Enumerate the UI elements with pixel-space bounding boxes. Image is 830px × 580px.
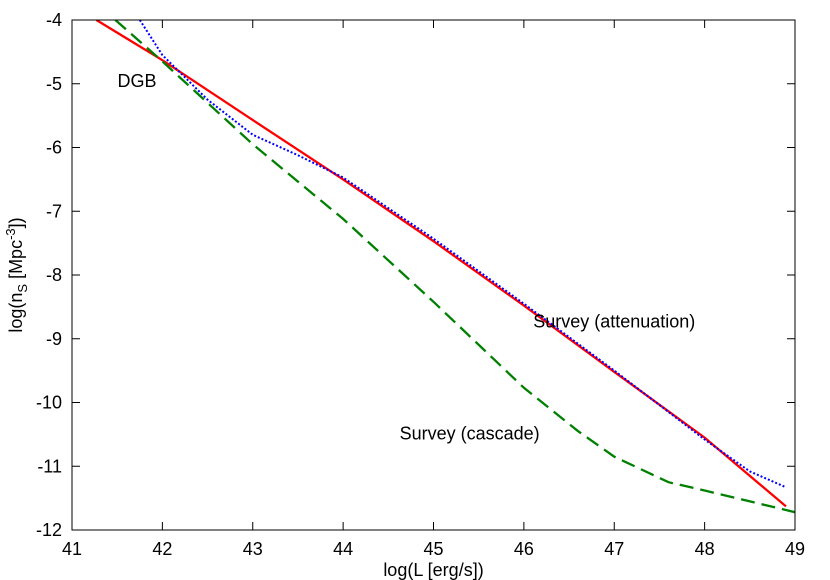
y-axis-label-post: ]) <box>6 217 26 228</box>
y-tick-label: -6 <box>46 138 62 158</box>
y-axis-label-pre: log(n <box>6 293 26 333</box>
y-tick-label: -7 <box>46 201 62 221</box>
y-axis-label-sub: S <box>15 284 30 293</box>
y-tick-label: -8 <box>46 265 62 285</box>
x-tick-label: 45 <box>423 539 443 559</box>
x-tick-label: 41 <box>62 539 82 559</box>
y-axis-label-mid: [Mpc <box>6 240 26 284</box>
tick-labels: 41 42 43 44 45 46 47 48 49 -4 -5 -6 -7 -8 -9 -10 -11 -12 <box>36 10 805 559</box>
x-axis-label: log(L [erg/s]) <box>383 560 483 580</box>
x-tick-label: 42 <box>152 539 172 559</box>
series-line-dgb <box>95 20 787 508</box>
y-tick-label: -5 <box>46 74 62 94</box>
axis-ticks <box>71 19 796 531</box>
annotation-survey-cascade: Survey (cascade) <box>400 423 540 443</box>
series-line-survey-cascade <box>114 20 795 514</box>
plot-frame <box>71 19 796 531</box>
series-line-survey-attenuation <box>138 20 787 489</box>
y-tick-label: -4 <box>46 10 62 30</box>
y-tick-label: -9 <box>46 329 62 349</box>
x-tick-label: 44 <box>333 539 353 559</box>
y-tick-label: -10 <box>36 393 62 413</box>
annotations: DGB Survey (attenuation) Survey (cascade) <box>118 71 696 444</box>
x-tick-label: 47 <box>604 539 624 559</box>
y-tick-label: -11 <box>37 456 62 476</box>
plot-lines <box>95 20 795 514</box>
y-axis-label: log(nS [Mpc-3]) <box>3 217 30 332</box>
x-tick-label: 43 <box>243 539 263 559</box>
x-tick-label: 46 <box>514 539 534 559</box>
annotation-survey-attenuation: Survey (attenuation) <box>533 311 695 331</box>
x-tick-label: 48 <box>695 539 715 559</box>
x-tick-label: 49 <box>785 539 805 559</box>
y-tick-label: -12 <box>36 520 62 540</box>
annotation-dgb: DGB <box>118 71 157 91</box>
y-axis-label-sup: -3 <box>3 228 18 240</box>
